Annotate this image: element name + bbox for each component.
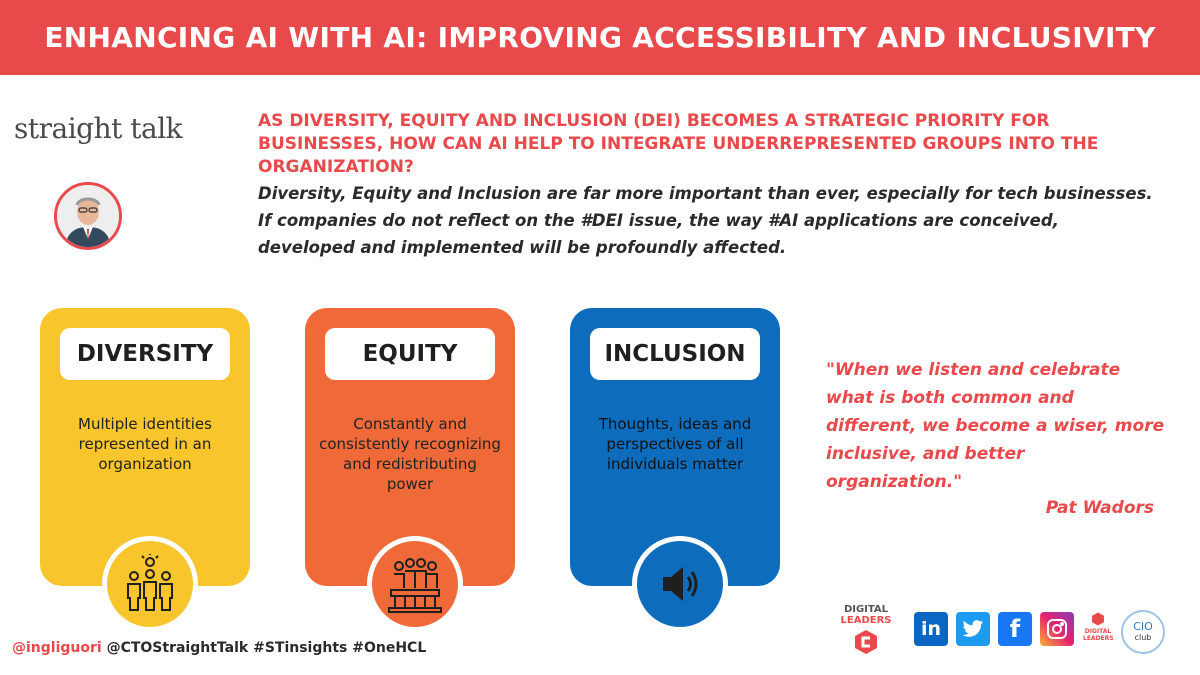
question-heading: AS DIVERSITY, EQUITY AND INCLUSION (DEI)… bbox=[258, 111, 1099, 177]
digital-leaders-small-logo: DIGITAL LEADERS bbox=[1083, 612, 1114, 642]
footer-tags: @CTOStraightTalk #STinsights #OneHCL bbox=[101, 640, 427, 656]
twitter-icon[interactable] bbox=[956, 612, 990, 646]
straight-talk-logo: straight talk bbox=[14, 112, 183, 145]
speaker-icon bbox=[632, 536, 728, 632]
club-word: club bbox=[1134, 633, 1152, 642]
facebook-glyph: f bbox=[1009, 615, 1021, 643]
podium-people-icon bbox=[367, 536, 463, 632]
card-description: Multiple identities represented in an or… bbox=[78, 415, 212, 473]
card-description: Thoughts, ideas and perspectives of all … bbox=[598, 415, 752, 473]
linkedin-icon[interactable]: in bbox=[914, 612, 948, 646]
people-group-icon bbox=[102, 536, 198, 632]
card-title: INCLUSION bbox=[590, 328, 760, 380]
person-portrait-icon bbox=[57, 185, 119, 247]
linkedin-glyph: in bbox=[920, 618, 942, 640]
header-banner: ENHANCING AI WITH AI: IMPROVING ACCESSIB… bbox=[0, 0, 1200, 75]
hexagon-small-icon bbox=[1092, 612, 1104, 626]
cio-club-logo: CIO club bbox=[1121, 610, 1165, 654]
digital-word: DIGITAL bbox=[843, 604, 889, 615]
hexagon-logo-icon bbox=[855, 630, 877, 654]
digital-leaders-logo: DIGITAL LEADERS bbox=[836, 604, 896, 658]
quote-text: "When we listen and celebrate what is bo… bbox=[826, 360, 1165, 492]
small-leaders-word: LEADERS bbox=[1083, 635, 1114, 642]
card-description: Constantly and consistently recognizing … bbox=[319, 415, 501, 493]
small-digital-word: DIGITAL bbox=[1084, 628, 1112, 635]
card-title: EQUITY bbox=[325, 328, 495, 380]
card-title: DIVERSITY bbox=[60, 328, 230, 380]
author-handle-link[interactable]: @ingliguori bbox=[12, 640, 102, 656]
card-equity: EQUITY Constantly and consistently recog… bbox=[305, 308, 515, 632]
footer-hashtags: @ingliguori @CTOStraightTalk #STinsights… bbox=[12, 640, 426, 656]
intro-paragraph: Diversity, Equity and Inclusion are far … bbox=[258, 184, 1153, 257]
leaders-word: LEADERS bbox=[840, 615, 892, 626]
card-inclusion: INCLUSION Thoughts, ideas and perspectiv… bbox=[570, 308, 780, 632]
page-title: ENHANCING AI WITH AI: IMPROVING ACCESSIB… bbox=[44, 21, 1156, 54]
logo-part-talk: talk bbox=[130, 112, 183, 145]
instagram-icon[interactable] bbox=[1040, 612, 1074, 646]
avatar bbox=[54, 182, 122, 250]
logo-part-straight: straight bbox=[14, 112, 122, 145]
cio-word: CIO bbox=[1133, 620, 1153, 633]
card-diversity: DIVERSITY Multiple identities represente… bbox=[40, 308, 250, 632]
facebook-icon[interactable]: f bbox=[998, 612, 1032, 646]
quote-author: Pat Wadors bbox=[1045, 498, 1154, 518]
